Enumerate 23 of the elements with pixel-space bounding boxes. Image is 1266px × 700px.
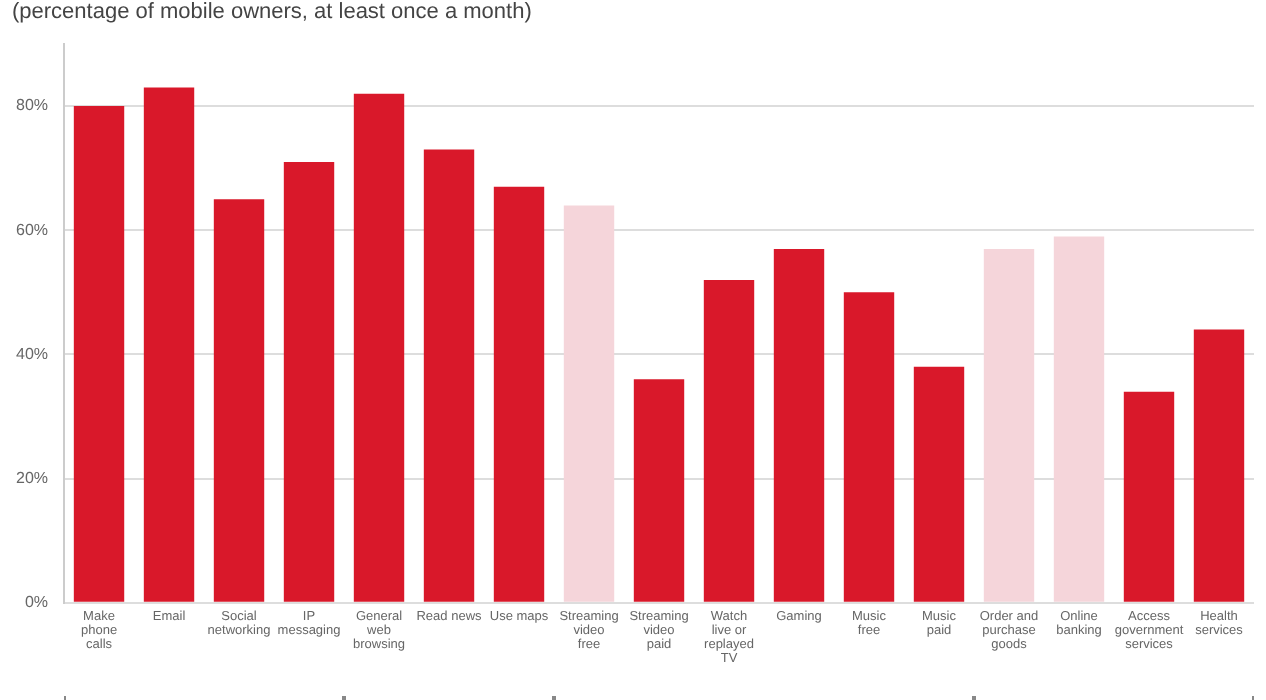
bar	[353, 93, 405, 602]
bar	[143, 87, 195, 602]
bar	[913, 366, 965, 602]
bar	[843, 292, 895, 602]
bar	[633, 379, 685, 602]
bar	[213, 199, 265, 602]
bar	[1053, 236, 1105, 602]
bar	[563, 205, 615, 602]
y-tick-label: 40%	[15, 344, 49, 363]
y-tick-label: 80%	[15, 96, 49, 115]
y-tick-label: 60%	[15, 220, 49, 239]
bar	[73, 106, 125, 602]
bar	[983, 248, 1035, 602]
bar	[773, 248, 825, 602]
bar	[1123, 391, 1175, 602]
y-tick-label: 0%	[24, 593, 49, 612]
bar	[423, 149, 475, 602]
bar	[283, 161, 335, 602]
bar	[1193, 329, 1245, 602]
chart-title: (percentage of mobile owners, at least once a month)	[12, 0, 532, 24]
bar	[493, 186, 545, 602]
y-tick-label: 20%	[15, 469, 49, 488]
bar	[703, 279, 755, 602]
